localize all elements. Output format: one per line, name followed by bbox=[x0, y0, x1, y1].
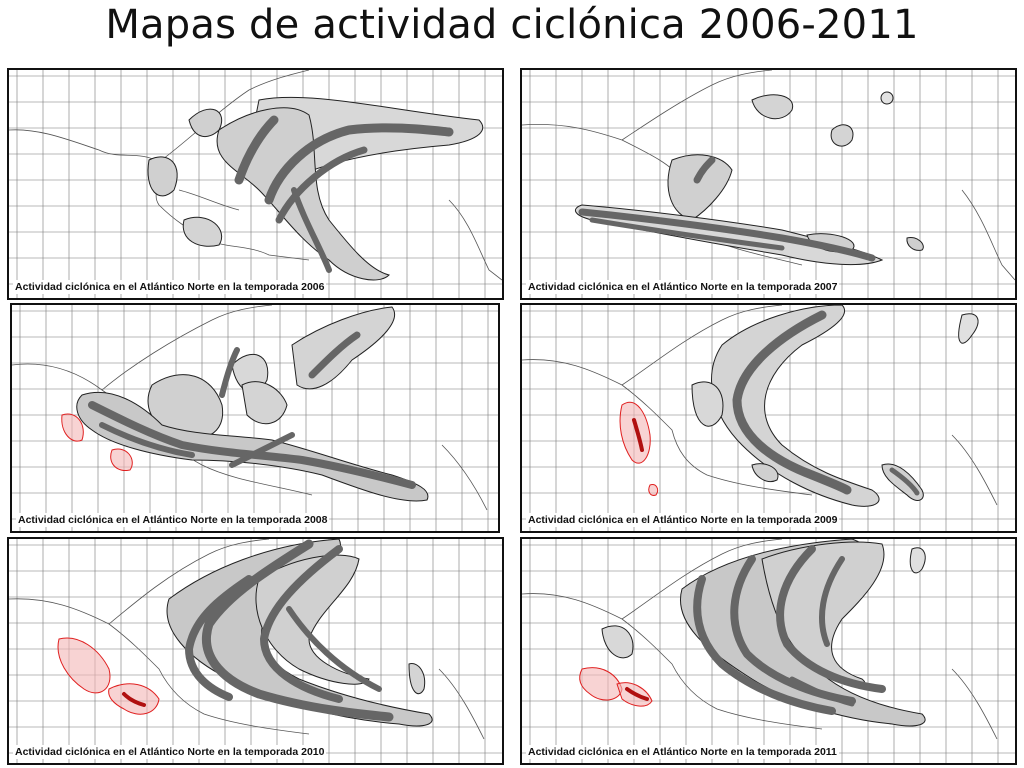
storm-tracks bbox=[88, 331, 416, 489]
red-zones bbox=[619, 402, 659, 496]
map-caption-2007: Actividad ciclónica en el Atlántico Nort… bbox=[526, 280, 840, 294]
coastline bbox=[9, 539, 485, 740]
cyclone-map-2006 bbox=[9, 70, 502, 298]
storm-tracks bbox=[578, 156, 876, 262]
map-panel-2008: Actividad ciclónica en el Atlántico Nort… bbox=[10, 303, 500, 533]
storm-zones bbox=[147, 96, 484, 281]
map-caption-2009: Actividad ciclónica en el Atlántico Nort… bbox=[526, 513, 840, 527]
cyclone-map-2010 bbox=[9, 539, 502, 763]
map-caption-2006: Actividad ciclónica en el Atlántico Nort… bbox=[13, 280, 327, 294]
map-caption-2008: Actividad ciclónica en el Atlántico Nort… bbox=[16, 513, 330, 527]
red-zones bbox=[579, 667, 653, 707]
coastline bbox=[522, 305, 998, 506]
storm-tracks bbox=[234, 115, 454, 273]
page-title: Mapas de actividad ciclónica 2006-2011 bbox=[105, 2, 919, 48]
storm-tracks bbox=[625, 545, 886, 715]
map-panel-2007: Actividad ciclónica en el Atlántico Nort… bbox=[520, 68, 1017, 300]
red-zones bbox=[57, 637, 160, 715]
lat-lon-grid bbox=[522, 70, 1015, 298]
cyclone-map-2008 bbox=[12, 305, 498, 531]
storm-zones bbox=[575, 91, 924, 266]
map-panel-2006: Actividad ciclónica en el Atlántico Nort… bbox=[7, 68, 504, 300]
coastline bbox=[522, 539, 998, 740]
red-zones bbox=[61, 413, 133, 472]
map-panel-2011: Actividad ciclónica en el Atlántico Nort… bbox=[520, 537, 1017, 765]
map-caption-2011: Actividad ciclónica en el Atlántico Nort… bbox=[526, 745, 839, 759]
storm-tracks bbox=[122, 539, 394, 722]
cyclone-map-2011 bbox=[522, 539, 1015, 763]
cyclone-map-2007 bbox=[522, 70, 1015, 298]
map-panel-2010: Actividad ciclónica en el Atlántico Nort… bbox=[7, 537, 504, 765]
storm-tracks bbox=[632, 310, 920, 496]
map-caption-2010: Actividad ciclónica en el Atlántico Nort… bbox=[13, 745, 327, 759]
map-panel-2009: Actividad ciclónica en el Atlántico Nort… bbox=[520, 303, 1017, 533]
cyclone-map-2009 bbox=[522, 305, 1015, 531]
